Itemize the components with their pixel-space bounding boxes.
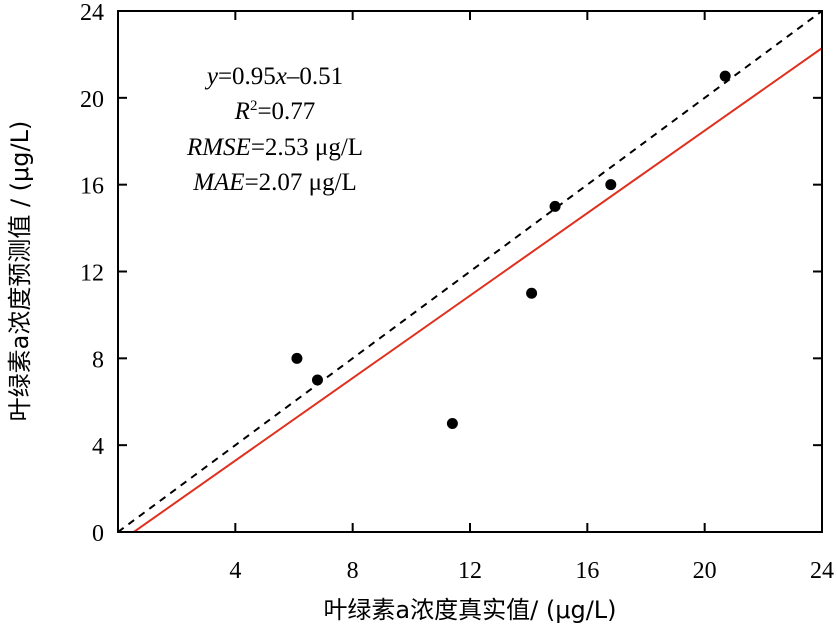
y-tick-label: 12: [80, 261, 104, 287]
data-point: [605, 179, 617, 191]
y-tick-label: 0: [92, 521, 104, 547]
y-tick-label: 8: [92, 347, 104, 373]
data-point: [446, 417, 458, 429]
equation-text: y=0.95x–0.51: [204, 63, 343, 90]
x-tick-label: 12: [458, 558, 482, 584]
y-tick-label: 16: [80, 174, 104, 200]
data-point: [719, 70, 731, 82]
rmse-text: RMSE=2.53 μg/L: [186, 134, 363, 161]
y-axis-title: 叶绿素a浓度预测值 / (μg/L): [6, 121, 34, 422]
mae-value: =2.07 μg/L: [245, 169, 357, 196]
mae-label: MAE: [192, 169, 244, 196]
eq-y: y: [204, 63, 219, 90]
x-tick-label: 4: [229, 558, 241, 584]
y-tick-label: 4: [92, 434, 104, 460]
eq-x: x: [275, 63, 287, 90]
eq-slope: =0.95: [218, 63, 276, 90]
rmse-value: =2.53 μg/L: [251, 134, 363, 161]
r2-text: R2=0.77: [234, 98, 316, 125]
x-tick-label: 8: [347, 558, 359, 584]
x-tick-label: 16: [575, 558, 599, 584]
r2-sup: 2: [250, 98, 258, 114]
x-axis-title: 叶绿素a浓度真实值/ (μg/L): [323, 596, 616, 624]
mae-text: MAE=2.07 μg/L: [192, 169, 357, 196]
y-tick-label: 24: [80, 0, 104, 26]
x-tick-label: 24: [810, 558, 834, 584]
data-point: [526, 287, 538, 299]
data-point: [291, 352, 303, 364]
fit-line: [132, 47, 822, 532]
identity-line: [118, 11, 822, 532]
rmse-label: RMSE: [186, 134, 251, 161]
y-tick-label: 20: [80, 87, 104, 113]
x-tick-label: 20: [693, 558, 717, 584]
annotation-block: y=0.95x–0.51 R2=0.77 RMSE=2.53 μg/L MAE=…: [186, 63, 363, 196]
eq-intercept: –0.51: [286, 63, 343, 90]
r2-value: =0.77: [257, 98, 315, 125]
data-point: [549, 200, 561, 212]
data-point: [311, 374, 323, 386]
r2-label: R: [234, 98, 250, 125]
